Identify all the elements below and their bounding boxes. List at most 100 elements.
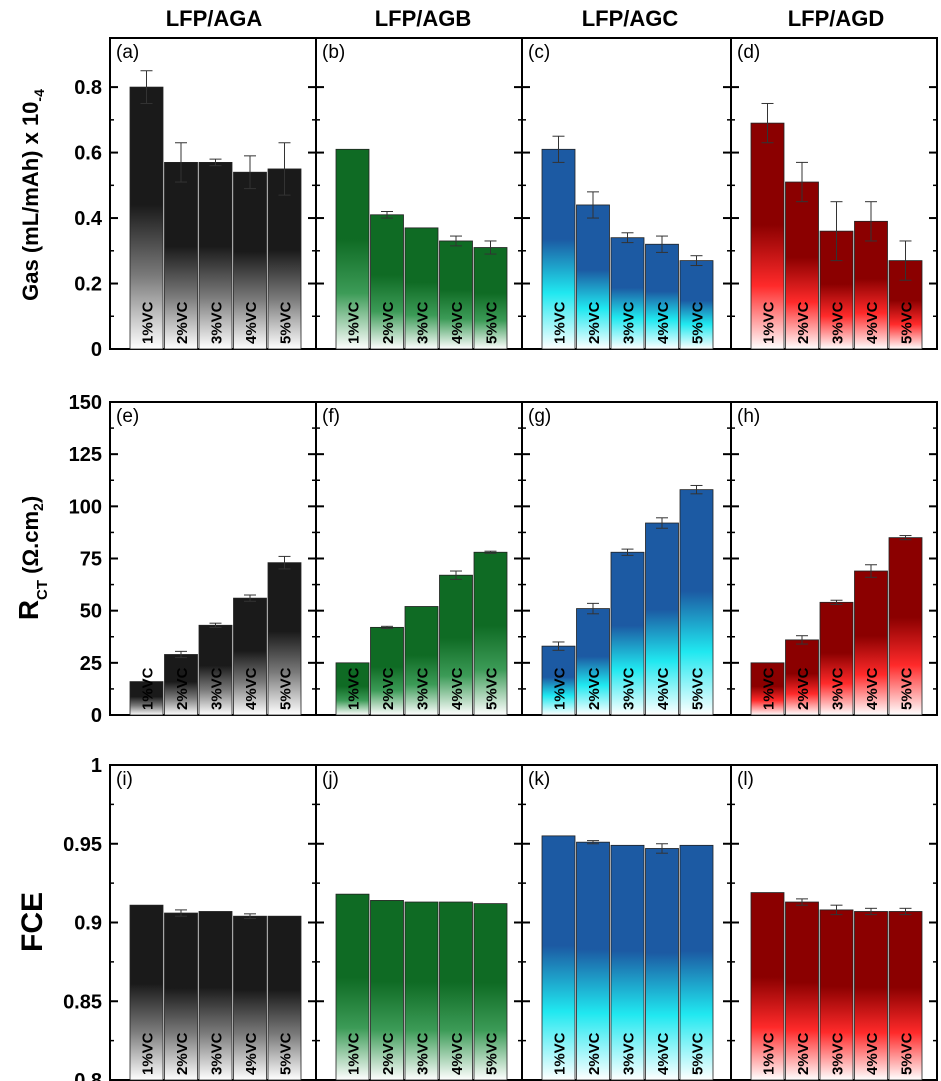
rct-y-axis-label-r: R <box>13 600 44 620</box>
bar-category-label: 5%VC <box>484 667 501 710</box>
bar-2pct-vc <box>370 900 404 1081</box>
bar-4pct-vc <box>233 597 267 716</box>
bar-category-label: 1%VC <box>761 1032 778 1075</box>
bar-category-label: 2%VC <box>174 667 191 710</box>
panel-k: (k) 1%VC 2%VC 3%VC 4%VC 5%VC <box>521 764 732 1081</box>
bar-4pct-vc <box>645 848 679 1081</box>
bar-5pct-vc <box>267 915 302 1081</box>
bar-category-label: 2%VC <box>586 1032 603 1075</box>
bar-category-label: 1%VC <box>552 1032 569 1075</box>
bar-4pct-vc <box>854 220 888 350</box>
rct-y-axis-label-unit: (Ω.cm <box>18 511 43 580</box>
bar-4pct-vc <box>233 171 267 350</box>
fce-y-axis-label: FCE <box>16 892 49 952</box>
bar-category-label: 5%VC <box>278 301 295 344</box>
bar-3pct-vc <box>404 606 439 716</box>
bar-5pct-vc <box>267 168 302 350</box>
y-tick-label: 0 <box>91 705 102 727</box>
bar-category-label: 3%VC <box>209 301 226 344</box>
bar-category-label: 5%VC <box>484 301 501 344</box>
bar-4pct-vc <box>854 570 888 716</box>
column-title-aga: LFP/AGA <box>166 6 263 31</box>
bar-category-label: 1%VC <box>761 667 778 710</box>
bar-category-label: 2%VC <box>586 301 603 344</box>
bar-category-label: 5%VC <box>278 1032 295 1075</box>
panel-c: (c) 1%VC 2%VC 3%VC 4%VC 5%VC <box>521 37 732 350</box>
bar-category-label: 5%VC <box>899 1032 916 1075</box>
y-tick-label: 0.95 <box>63 834 102 856</box>
bar-3pct-vc <box>819 601 854 716</box>
gas-y-axis-label: Gas (mL/mAh) x 10-4 <box>18 89 47 301</box>
bar-3pct-vc <box>198 911 233 1081</box>
bar-4pct-vc <box>645 243 679 350</box>
bar-category-label: 1%VC <box>140 301 157 344</box>
panel-e: (e) 1%VC 2%VC 3%VC 4%VC 5%VC <box>109 401 317 716</box>
bar-category-label: 3%VC <box>830 301 847 344</box>
rct-y-axis-label-sub2: 2 <box>30 503 46 511</box>
panel-i: (i) 1%VC 2%VC 3%VC 4%VC 5%VC <box>109 764 317 1081</box>
bar-category-label: 5%VC <box>690 667 707 710</box>
bar-category-label: 4%VC <box>864 1032 881 1075</box>
rct-y-axis-label: RCT (Ω.cm2) <box>13 496 51 620</box>
bar-category-label: 4%VC <box>449 667 466 710</box>
panel-label: (f) <box>322 406 340 427</box>
bar-1pct-vc <box>335 893 370 1081</box>
bar-2pct-vc <box>164 912 198 1081</box>
bar-category-label: 4%VC <box>243 1032 260 1075</box>
bar-category-label: 4%VC <box>655 1032 672 1075</box>
bar-category-label: 1%VC <box>140 667 157 710</box>
bar-category-label: 3%VC <box>830 667 847 710</box>
bar-category-label: 4%VC <box>449 301 466 344</box>
bar-category-label: 5%VC <box>690 1032 707 1075</box>
panel-b: (b) 1%VC 2%VC 3%VC 4%VC 5%VC <box>315 37 523 350</box>
bar-5pct-vc <box>888 260 923 350</box>
bar-category-label: 2%VC <box>174 1032 191 1075</box>
bar-2pct-vc <box>164 654 198 716</box>
panel-label: (k) <box>528 769 550 790</box>
bar-category-label: 4%VC <box>655 667 672 710</box>
bar-1pct-vc <box>541 645 576 716</box>
bar-category-label: 4%VC <box>864 301 881 344</box>
panel-label: (b) <box>322 42 345 63</box>
panel-h: (h) 1%VC 2%VC 3%VC 4%VC 5%VC <box>730 401 938 716</box>
y-tick-label: 0.4 <box>74 208 103 230</box>
bar-category-label: 1%VC <box>552 301 569 344</box>
panel-a: (a) 1%VC 2%VC 3%VC 4%VC 5%VC <box>109 37 317 350</box>
bar-category-label: 5%VC <box>690 301 707 344</box>
bar-category-label: 4%VC <box>864 667 881 710</box>
bar-category-label: 4%VC <box>655 301 672 344</box>
panel-d: (d) 1%VC 2%VC 3%VC 4%VC 5%VC <box>730 37 938 350</box>
y-tick-label: 1 <box>91 755 102 777</box>
bar-category-label: 1%VC <box>761 301 778 344</box>
bar-5pct-vc <box>473 903 508 1081</box>
bar-5pct-vc <box>473 247 508 350</box>
bar-category-label: 2%VC <box>380 667 397 710</box>
y-tick-label: 0.6 <box>74 143 102 165</box>
y-tick-label: 75 <box>80 549 102 571</box>
bar-5pct-vc <box>679 489 714 716</box>
bar-1pct-vc <box>335 662 370 716</box>
bar-category-label: 3%VC <box>415 1032 432 1075</box>
column-title-agb: LFP/AGB <box>375 6 472 31</box>
bar-category-label: 4%VC <box>449 1032 466 1075</box>
bar-1pct-vc <box>541 835 576 1081</box>
bar-3pct-vc <box>610 844 645 1081</box>
bar-5pct-vc <box>473 551 508 716</box>
panel-g: (g) 1%VC 2%VC 3%VC 4%VC 5%VC <box>521 401 732 716</box>
bar-category-label: 2%VC <box>586 667 603 710</box>
rct-y-axis-label-sub: CT <box>34 580 51 600</box>
bar-3pct-vc <box>819 909 854 1081</box>
bar-2pct-vc <box>576 204 610 350</box>
bar-category-label: 2%VC <box>380 1032 397 1075</box>
bar-2pct-vc <box>785 639 819 716</box>
panel-label: (h) <box>737 406 760 427</box>
y-tick-label: 0.8 <box>74 77 102 99</box>
bar-category-label: 3%VC <box>830 1032 847 1075</box>
panel-label: (l) <box>737 769 754 790</box>
bar-5pct-vc <box>888 911 923 1081</box>
bar-category-label: 3%VC <box>415 301 432 344</box>
bar-category-label: 2%VC <box>380 301 397 344</box>
bar-3pct-vc <box>610 551 645 716</box>
bar-category-label: 3%VC <box>415 667 432 710</box>
